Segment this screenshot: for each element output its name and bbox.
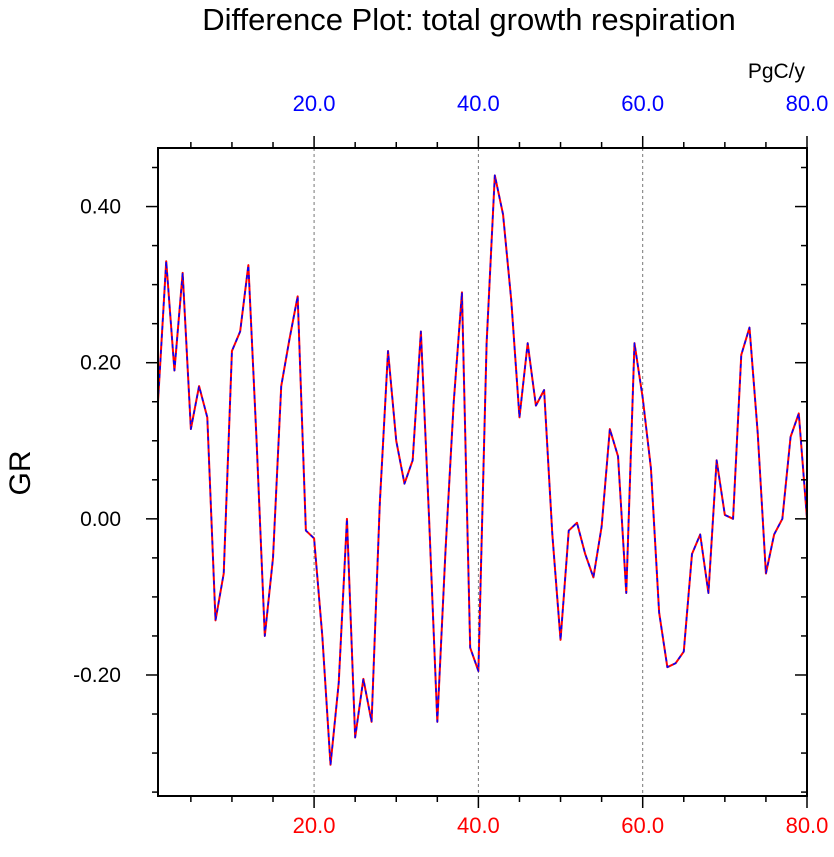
- y-tick-label-3: 0.40: [80, 196, 121, 219]
- y-tick-label-1: 0.00: [80, 508, 121, 531]
- series-layer: [157, 174, 808, 766]
- x-tick-label-bottom-3: 80.0: [786, 813, 829, 838]
- series-line-series_a: [157, 174, 808, 766]
- chart-title: Difference Plot: total growth respiratio…: [202, 2, 736, 37]
- axes-layer: [146, 136, 808, 808]
- x-tick-label-top-2: 60.0: [621, 91, 664, 116]
- y-axis-label: GR: [4, 451, 37, 496]
- tick-labels-layer: 20.0 20.0 40.0 40.0 60.0 60.0 80.0 80.0 -0.20 0.0…: [73, 91, 828, 838]
- y-tick-label-0: -0.20: [73, 664, 121, 687]
- x-tick-label-bottom-0: 20.0: [293, 813, 336, 838]
- units-label: PgC/y: [748, 60, 806, 83]
- plot-frame: [157, 147, 808, 797]
- x-tick-label-top-3: 80.0: [786, 91, 829, 116]
- x-tick-label-top-1: 40.0: [457, 91, 500, 116]
- x-tick-label-bottom-2: 60.0: [621, 813, 664, 838]
- grid-layer: [313, 148, 644, 796]
- x-tick-label-bottom-1: 40.0: [457, 813, 500, 838]
- y-tick-label-2: 0.20: [80, 352, 121, 375]
- x-tick-label-top-0: 20.0: [293, 91, 336, 116]
